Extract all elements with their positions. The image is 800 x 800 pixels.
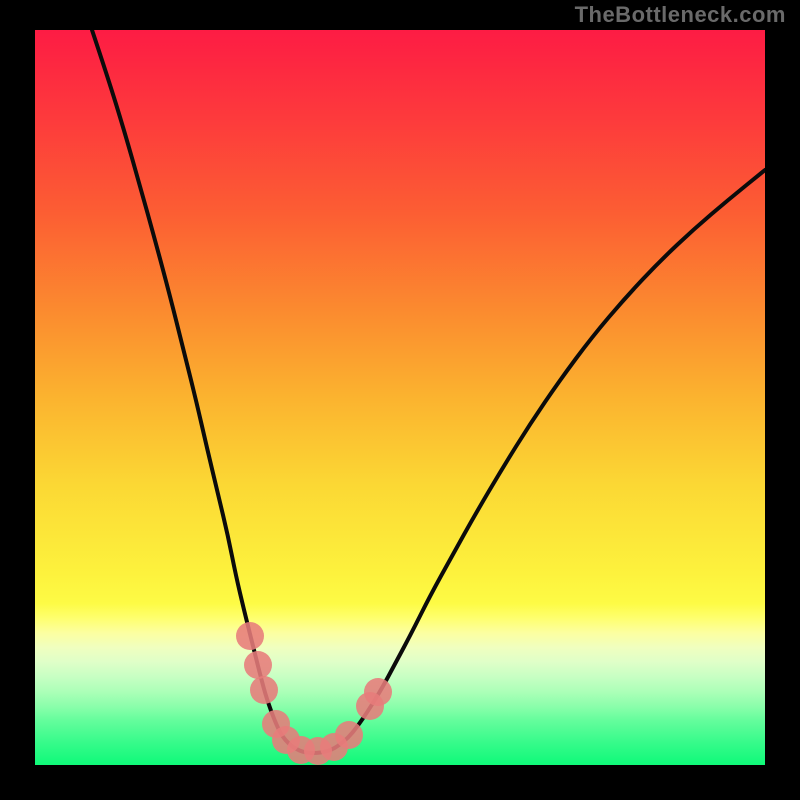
chart-svg: [35, 30, 765, 765]
plot-area: [35, 30, 765, 765]
data-marker: [250, 676, 278, 704]
watermark-text: TheBottleneck.com: [575, 2, 786, 28]
data-marker: [236, 622, 264, 650]
data-marker: [244, 651, 272, 679]
chart-stage: TheBottleneck.com: [0, 0, 800, 800]
data-marker: [335, 721, 363, 749]
data-marker: [364, 678, 392, 706]
